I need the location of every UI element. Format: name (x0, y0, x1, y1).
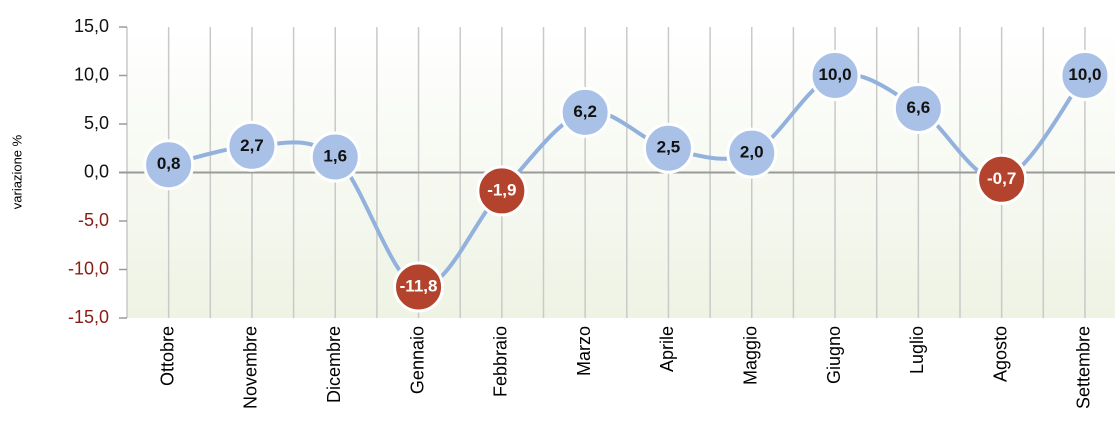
marker (476, 165, 528, 217)
data-label: -0,7 (987, 169, 1016, 188)
data-label: 6,6 (907, 98, 931, 117)
x-tick-label: Gennaio (407, 326, 427, 394)
y-tick-label: 5,0 (84, 113, 109, 133)
x-tick-label: Settembre (1074, 326, 1094, 409)
data-label: -11,8 (400, 276, 438, 295)
marker (976, 153, 1028, 205)
data-label: 2,7 (240, 136, 264, 155)
marker (1059, 50, 1111, 101)
marker (726, 127, 778, 179)
y-tick-label: 15,0 (74, 16, 109, 36)
data-label: 0,8 (157, 154, 181, 173)
x-tick-label: Luglio (907, 326, 927, 374)
x-tick-label: Febbraio (491, 326, 511, 397)
marker (892, 82, 944, 134)
marker (642, 122, 694, 174)
x-tick-label: Marzo (574, 326, 594, 376)
x-tick-label: Maggio (741, 326, 761, 385)
marker (309, 131, 361, 183)
data-label: 1,6 (323, 146, 347, 165)
data-label: 10,0 (1068, 65, 1101, 84)
data-label: -1,9 (487, 180, 516, 199)
data-label: 2,0 (740, 143, 764, 162)
marker (809, 50, 861, 101)
x-tick-label: Novembre (241, 326, 261, 409)
data-label: 6,2 (573, 102, 597, 121)
y-tick-label: -15,0 (68, 307, 109, 327)
y-tick-label: 10,0 (74, 64, 109, 84)
y-axis-label: variazione % (9, 134, 24, 209)
marker (226, 120, 278, 172)
data-label: 10,0 (819, 65, 852, 84)
y-tick-label: 0,0 (84, 161, 109, 181)
x-tick-label: Aprile (657, 326, 677, 372)
marker (143, 139, 195, 191)
x-tick-label: Ottobre (157, 326, 177, 386)
marker (393, 261, 445, 313)
x-tick-label: Dicembre (324, 326, 344, 403)
x-tick-label: Giugno (824, 326, 844, 384)
y-tick-label: -5,0 (78, 210, 109, 230)
y-tick-label: -10,0 (68, 258, 109, 278)
x-tick-label: Agosto (990, 326, 1010, 382)
marker (559, 86, 611, 138)
data-label: 2,5 (657, 138, 681, 157)
